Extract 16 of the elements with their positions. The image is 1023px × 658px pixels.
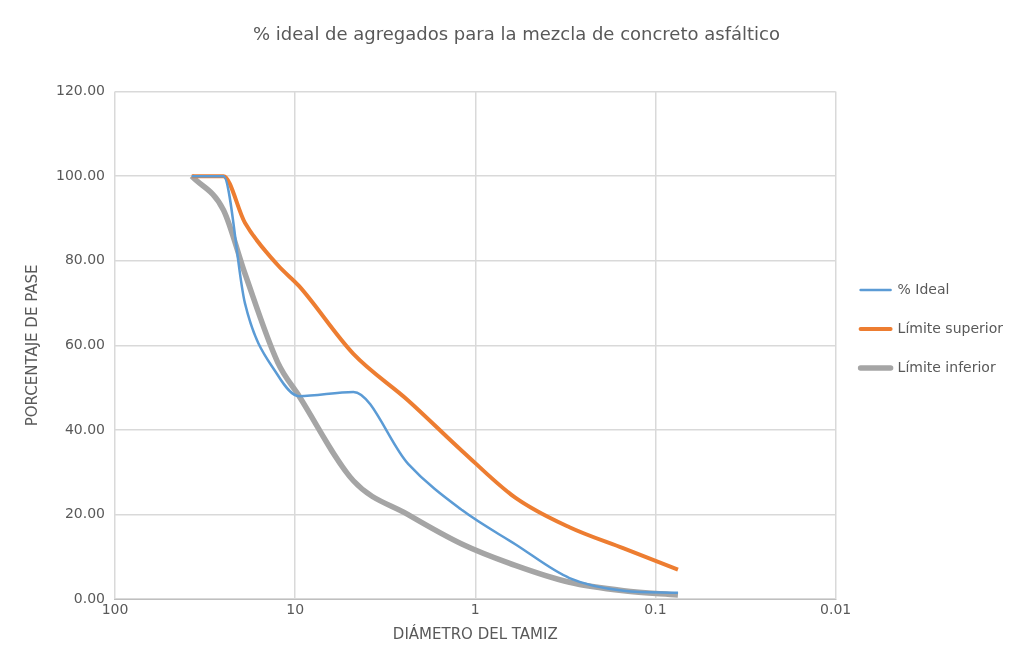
chart-title: % ideal de agregados para la mezcla de concreto asfáltico	[253, 23, 780, 45]
y-tick-label: 80.00	[64, 251, 105, 268]
y-tick-label: 120.00	[55, 82, 105, 99]
x-axis-title: DIÁMETRO DEL TAMIZ	[392, 623, 558, 643]
y-tick-label: 60.00	[64, 336, 105, 353]
x-tick-label: 0.01	[820, 601, 852, 618]
y-axis-title: PORCENTAJE DE PASE	[22, 264, 41, 427]
y-tick-label: 100.00	[55, 166, 105, 183]
legend-label: Límite superior	[897, 319, 1004, 336]
y-tick-label: 20.00	[64, 505, 105, 522]
x-tick-label: 1	[470, 601, 480, 618]
legend-label: % Ideal	[897, 280, 950, 297]
x-tick-label: 0.1	[644, 601, 667, 618]
x-tick-label: 10	[286, 601, 305, 618]
legend-label: Límite inferior	[897, 358, 996, 375]
y-tick-label: 40.00	[64, 420, 105, 437]
